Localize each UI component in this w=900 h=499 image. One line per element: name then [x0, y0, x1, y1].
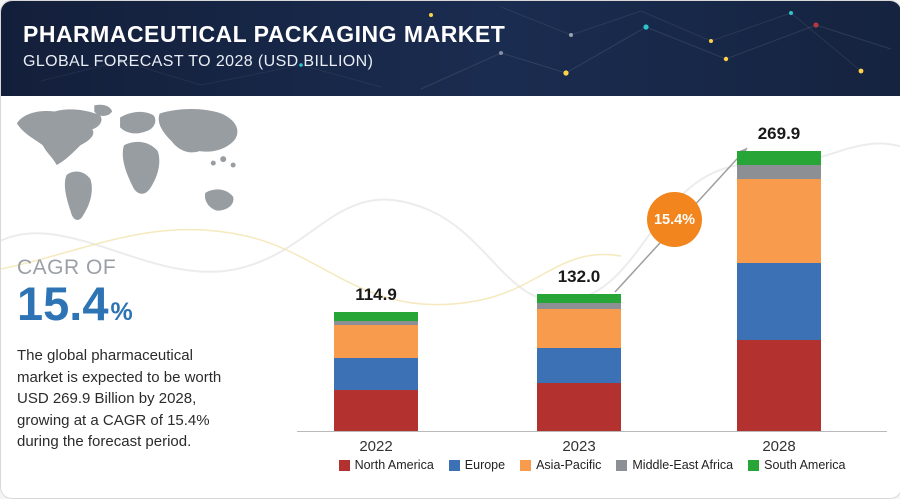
- cagr-badge-label: 15.4%: [653, 211, 696, 228]
- bar-segment-europe: [737, 262, 821, 340]
- legend-item-south-america: South America: [748, 458, 845, 472]
- page-title: PHARMACEUTICAL PACKAGING MARKET: [23, 21, 506, 47]
- legend-item-europe: Europe: [448, 458, 506, 472]
- page-subtitle: GLOBAL FORECAST TO 2028 (USD BILLION): [23, 53, 374, 70]
- legend-swatch: [448, 459, 460, 471]
- content: CAGR OF 15.4% The global pharmaceutical …: [1, 96, 900, 498]
- bar-segment-south-america: [334, 312, 418, 322]
- bar-2022: [334, 312, 418, 431]
- bar-segment-asia-pacific: [334, 325, 418, 359]
- header: PHARMACEUTICAL PACKAGING MARKET GLOBAL F…: [1, 1, 900, 96]
- bar-total-label: 132.0: [557, 267, 601, 286]
- bar-segment-south-america: [737, 151, 821, 166]
- bar-segment-europe: [537, 347, 621, 384]
- bar-segment-middle-east-africa: [334, 321, 418, 326]
- bar-segment-asia-pacific: [737, 178, 821, 263]
- bar-total-label: 114.9: [355, 285, 397, 304]
- legend-swatch: [616, 459, 628, 471]
- bar-segment-middle-east-africa: [537, 303, 621, 309]
- x-axis-line: [297, 431, 887, 432]
- cagr-badge: 15.4%: [647, 192, 702, 247]
- cagr-description: The global pharmaceutical market is expe…: [17, 347, 222, 451]
- legend-item-middle-east-africa: Middle-East Africa: [616, 458, 733, 472]
- legend-item-north-america: North America: [338, 458, 434, 472]
- bar-total-label: 269.9: [757, 124, 801, 143]
- chart-legend: North America Europe Asia-Pacific Middle-Ea…: [289, 458, 895, 472]
- cagr-value: 15.4%: [17, 276, 133, 331]
- legend-label: Middle-East Africa: [632, 458, 734, 472]
- legend-swatch: [520, 459, 532, 471]
- cagr-percent-sign: %: [110, 298, 133, 326]
- cagr-number: 15.4: [17, 277, 109, 330]
- bar-2023: [537, 294, 621, 431]
- bar-segment-south-america: [537, 294, 621, 304]
- bar-segment-north-america: [737, 339, 821, 431]
- network-decoration: [40, 6, 892, 90]
- x-axis-label: 2028: [762, 438, 796, 455]
- bar-segment-asia-pacific: [537, 308, 621, 348]
- x-axis-label: 2022: [359, 438, 393, 455]
- legend-label: Asia-Pacific: [536, 458, 602, 472]
- legend-label: North America: [354, 458, 434, 472]
- bar-segment-north-america: [334, 389, 418, 431]
- legend-label: South America: [764, 458, 846, 472]
- bar-chart: North America Europe Asia-Pacific Middle-Ea…: [1, 96, 900, 498]
- bar-2028: [737, 151, 821, 431]
- cagr-label: CAGR OF: [17, 256, 117, 279]
- legend-swatch: [338, 459, 350, 471]
- bar-segment-europe: [334, 358, 418, 390]
- legend-label: Europe: [464, 458, 506, 472]
- x-axis-label: 2023: [562, 438, 596, 455]
- legend-item-asia-pacific: Asia-Pacific: [520, 458, 601, 472]
- bar-segment-north-america: [537, 383, 621, 431]
- legend-swatch: [748, 459, 760, 471]
- world-map: [16, 104, 238, 220]
- bar-segment-middle-east-africa: [737, 165, 821, 179]
